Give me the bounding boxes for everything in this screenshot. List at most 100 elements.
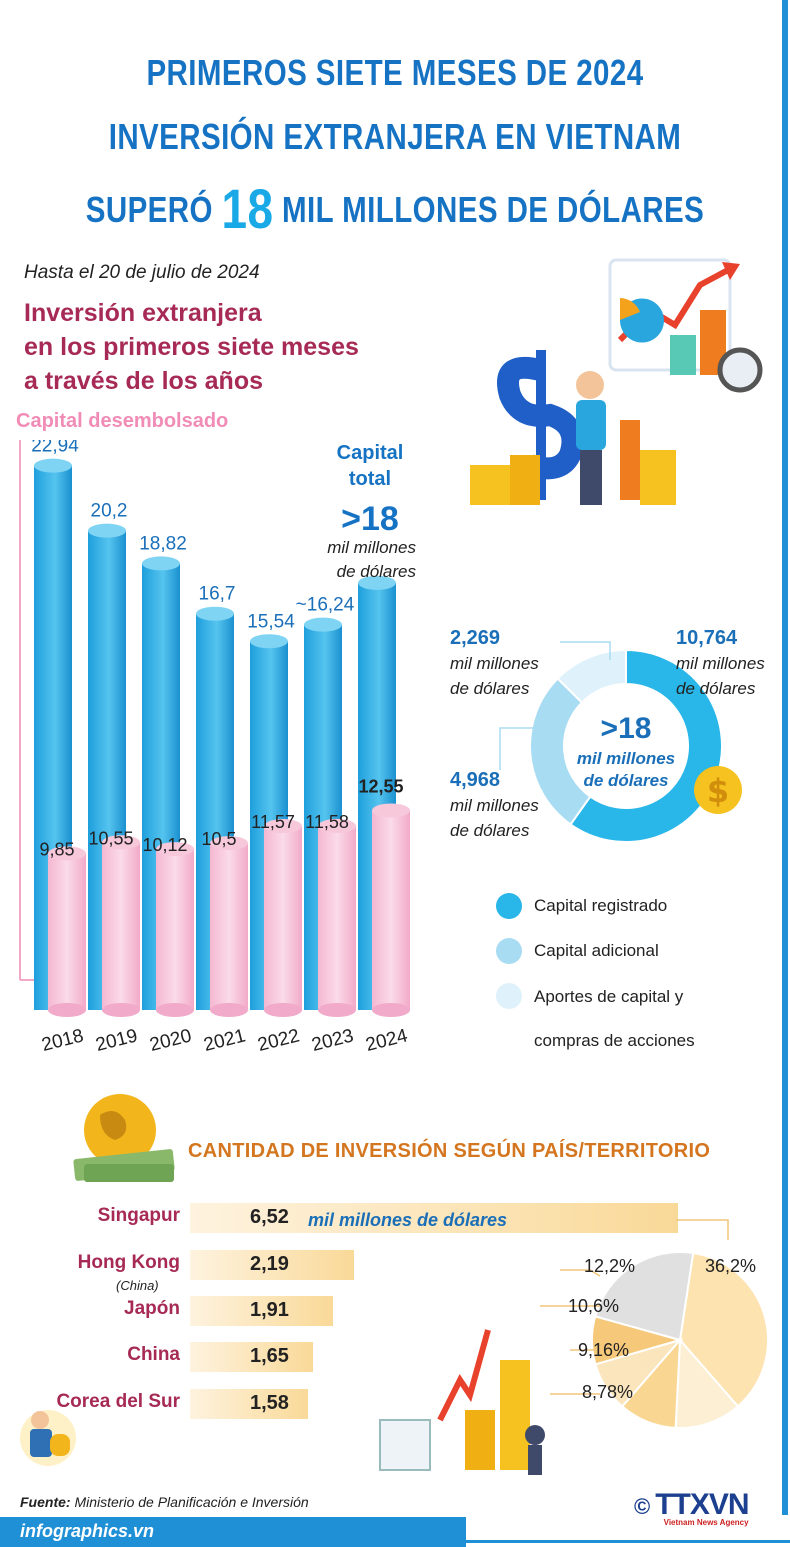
unit-line: mil millones bbox=[450, 654, 539, 673]
disbursed-value-label: 12,55 bbox=[358, 776, 403, 796]
country-bar bbox=[190, 1342, 314, 1372]
growth-arrow-icon bbox=[437, 1329, 491, 1422]
unit-line: mil millones bbox=[327, 538, 416, 557]
disbursed-label: Capital desembolsado bbox=[16, 410, 229, 432]
disbursed-bar-cap bbox=[48, 846, 86, 861]
legend-swatch bbox=[496, 983, 522, 1009]
total-bar-cap bbox=[358, 575, 396, 590]
page-frame bbox=[782, 0, 788, 1515]
donut-slice bbox=[556, 648, 627, 704]
money-stack-icon bbox=[84, 1164, 174, 1182]
year-tick-label: 2021 bbox=[202, 1025, 248, 1056]
coin-stack-icon bbox=[510, 455, 540, 505]
person-legs-icon bbox=[580, 450, 602, 505]
disbursed-value-label: 11,58 bbox=[305, 812, 349, 832]
disbursed-capital-bar bbox=[210, 843, 248, 1010]
country-share-pie: 36,2% 12,2% 10,6% 9,16% 8,78% bbox=[540, 1219, 769, 1429]
disbursed-capital-bar bbox=[48, 853, 86, 1010]
disbursed-bar-base bbox=[318, 1003, 356, 1017]
legend-label: compras de acciones bbox=[534, 1031, 695, 1050]
disbursed-bar-base bbox=[210, 1003, 248, 1017]
dollar-coin-icon bbox=[694, 766, 742, 814]
total-value-label: ~16,24 bbox=[296, 595, 355, 616]
source-note: Fuente: Ministerio de Planificación e In… bbox=[20, 1494, 309, 1510]
legend-label: Aportes de capital y bbox=[534, 987, 684, 1006]
coin-stack-icon bbox=[470, 465, 510, 505]
value-additional-capital: 4,968 bbox=[450, 769, 501, 791]
country-unit: mil millones de dólares bbox=[308, 1210, 508, 1230]
capital-structure-donut: >18 mil millones de dólares $ bbox=[499, 641, 742, 843]
unit-line: de dólares bbox=[450, 679, 530, 698]
section-title-line: Inversión extranjera bbox=[24, 299, 262, 327]
country-pie-slice bbox=[674, 1337, 740, 1429]
title-line-1: PRIMEROS SIETE MESES DE 2024 bbox=[146, 52, 644, 93]
disbursed-value-label: 10,55 bbox=[88, 828, 133, 848]
footer-site[interactable]: infographics.vn bbox=[20, 1521, 155, 1541]
businessman-money-icon bbox=[20, 1410, 76, 1466]
year-tick-label: 2022 bbox=[256, 1025, 302, 1056]
label-registered-capital: 10,764 mil millones de dólares bbox=[676, 626, 765, 701]
source-text: Ministerio de Planificación e Inversión bbox=[74, 1494, 309, 1510]
disbursed-capital-bar bbox=[318, 825, 356, 1010]
country-bar bbox=[190, 1296, 333, 1326]
disbursed-bar-base bbox=[372, 1003, 410, 1017]
donut-slice bbox=[569, 648, 723, 843]
disbursed-bar-base bbox=[48, 1003, 86, 1017]
disbursed-bar-base bbox=[102, 1003, 140, 1017]
legend-label: Capital adicional bbox=[534, 941, 659, 960]
unit-line: de dólares bbox=[676, 679, 756, 698]
disbursed-bar-base bbox=[264, 1003, 302, 1017]
country-share-label: 9,16% bbox=[578, 1340, 629, 1360]
globe-land-icon bbox=[100, 1111, 127, 1140]
disbursed-bar-cap bbox=[210, 836, 248, 851]
title-pre: SUPERÓ bbox=[85, 189, 213, 230]
total-bar-cap bbox=[34, 458, 72, 473]
total-bar-cap bbox=[196, 606, 234, 621]
dollar-sign-icon bbox=[497, 356, 584, 480]
leader-line bbox=[499, 727, 540, 770]
legend-label-block: Aportes de capital y compras de acciones bbox=[534, 975, 695, 1063]
bar-icon bbox=[670, 335, 696, 375]
person-body-icon bbox=[576, 400, 606, 450]
total-value-label: 15,54 bbox=[247, 611, 295, 632]
source-label: Fuente: bbox=[20, 1494, 71, 1510]
section-title-line: a través de los años bbox=[24, 367, 264, 395]
total-bar-cap bbox=[88, 523, 126, 538]
magnifier-icon bbox=[717, 347, 763, 393]
unit-line: de dólares bbox=[450, 821, 530, 840]
country-name: Japón bbox=[124, 1298, 180, 1319]
country-share-label: 36,2% bbox=[705, 1256, 756, 1276]
person-body-icon bbox=[30, 1429, 52, 1457]
person-icon bbox=[525, 1425, 545, 1445]
country-section-title: CANTIDAD DE INVERSIÓN SEGÚN PAÍS/TERRITO… bbox=[188, 1140, 711, 1162]
total-bar-cap bbox=[250, 634, 288, 649]
total-capital-unit: mil millones de dólares bbox=[300, 536, 416, 584]
label-capital-contributions: 2,269 mil millones de dólares bbox=[450, 626, 539, 701]
title-line-3: SUPERÓ 18 MIL MILLONES DE DÓLARES bbox=[71, 176, 719, 241]
person-head-icon bbox=[31, 1411, 49, 1429]
globe-money-icon bbox=[73, 1094, 175, 1182]
total-bar-cap bbox=[142, 556, 180, 571]
unit-line: mil millones bbox=[676, 654, 765, 673]
unit-line: mil millones bbox=[450, 796, 539, 815]
country-name: Singapur bbox=[97, 1205, 180, 1226]
country-subtitle-china: (China) bbox=[116, 1278, 159, 1293]
total-value-label: 18,82 bbox=[139, 533, 187, 554]
coin-stack-icon bbox=[465, 1410, 495, 1470]
coin-stack-icon bbox=[640, 450, 676, 505]
total-value-label: 16,7 bbox=[199, 584, 236, 605]
footer-bar: infographics.vn bbox=[0, 1517, 466, 1547]
total-value-label: 22,94 bbox=[31, 440, 79, 457]
donut-hole bbox=[566, 686, 686, 806]
disbursed-bar-cap bbox=[372, 803, 410, 818]
country-value: 2,19 bbox=[250, 1253, 289, 1275]
title-number: 18 bbox=[221, 177, 274, 240]
year-tick-label: 2019 bbox=[94, 1025, 140, 1056]
disbursed-value-label: 11,57 bbox=[251, 812, 295, 832]
disbursed-capital-bar bbox=[156, 849, 194, 1010]
country-name: Hong Kong bbox=[77, 1252, 180, 1273]
section-title: Inversión extranjera en los primeros sie… bbox=[24, 296, 359, 398]
section-title-line: en los primeros siete meses bbox=[24, 333, 359, 361]
disbursed-value-label: 10,12 bbox=[142, 835, 187, 855]
total-capital-value: >18 bbox=[341, 500, 399, 538]
